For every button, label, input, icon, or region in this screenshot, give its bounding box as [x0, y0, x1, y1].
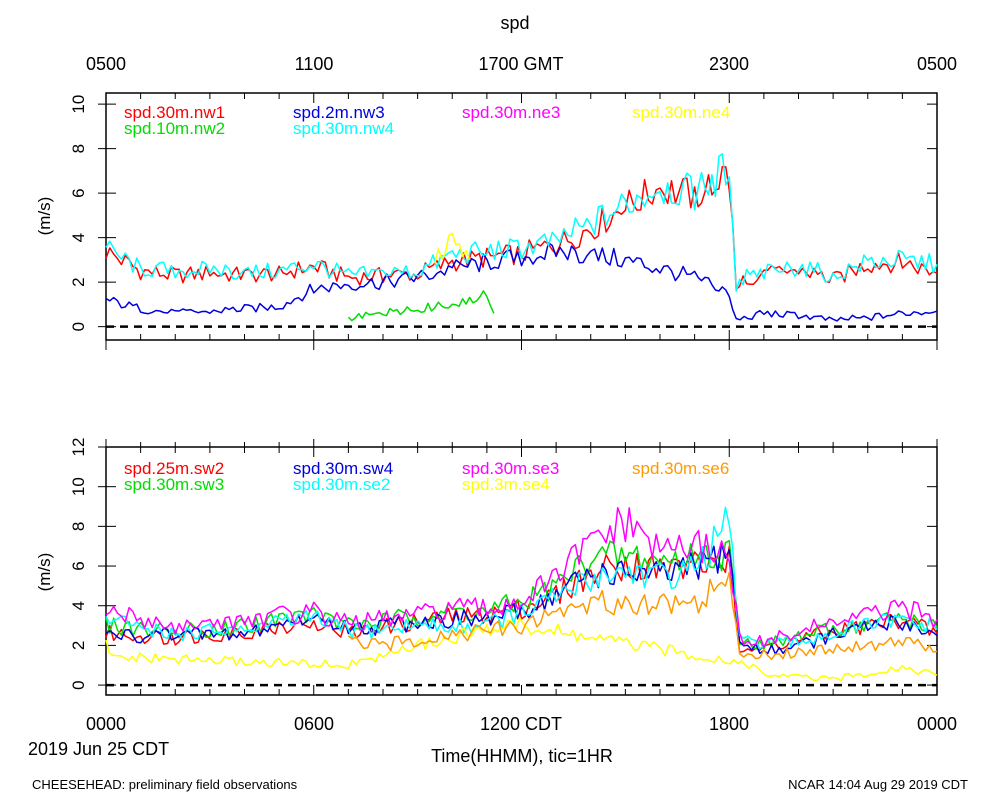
top-axis-labels: 0500 1100 1700 GMT 2300 0500 — [86, 54, 957, 74]
series-line-spd-30m-ne4 — [434, 232, 471, 264]
top-legend: spd.30m.nw1 spd.10m.nw2 spd.2m.nw3 spd.3… — [124, 103, 730, 138]
legend-entry: spd.30m.nw4 — [293, 119, 394, 138]
top-panel-series — [105, 153, 938, 322]
bottom-panel-series — [105, 506, 938, 682]
legend-entry: spd.30m.ne4 — [632, 103, 730, 122]
y-tick-label: 4 — [69, 601, 88, 610]
top-panel-frame — [105, 92, 938, 341]
legend-entry: spd.25m.sw2 — [124, 459, 224, 478]
series-line-spd-30m-se2 — [105, 506, 938, 650]
legend-entry: spd.30m.se6 — [632, 459, 729, 478]
bottom-panel: (m/s) 0 2 4 6 8 10 12 spd.25m.sw2 spd.30m.sw3 … — [35, 438, 938, 696]
bottom-tick-label: 0000 — [86, 714, 126, 734]
y-tick-label: 8 — [69, 522, 88, 531]
y-tick-label: 2 — [69, 277, 88, 286]
footer-left-note: CHEESEHEAD: preliminary field observatio… — [32, 777, 298, 792]
top-tick-label: 1700 GMT — [478, 54, 563, 74]
legend-entry: spd.30m.sw4 — [293, 459, 393, 478]
y-tick-label: 0 — [69, 322, 88, 331]
series-line-spd-30m-se6 — [347, 571, 938, 661]
bottom-panel-ylabel: (m/s) — [35, 553, 54, 592]
legend-entry: spd.30m.nw1 — [124, 103, 225, 122]
top-panel: (m/s) 0 2 4 6 8 10 spd.30m.nw1 spd.10m.nw2 sp… — [35, 92, 938, 350]
y-tick-label: 0 — [69, 680, 88, 689]
y-tick-label: 12 — [69, 438, 88, 457]
series-line-spd-30m-se3 — [105, 507, 938, 648]
series-line-spd-2m-nw3 — [105, 242, 938, 322]
y-tick-label: 4 — [69, 233, 88, 242]
bottom-tick-label: 1200 CDT — [480, 714, 562, 734]
y-tick-label: 2 — [69, 641, 88, 650]
series-line-spd-30m-sw4 — [105, 542, 938, 655]
top-tick-label: 0500 — [917, 54, 957, 74]
bottom-panel-axes: 0 2 4 6 8 10 12 — [69, 438, 938, 695]
legend-entry: spd.2m.nw3 — [293, 103, 385, 122]
legend-entry: spd.30m.sw3 — [124, 475, 224, 494]
series-line-spd-10m-nw2 — [347, 290, 495, 322]
series-line-spd-25m-sw2 — [105, 545, 938, 653]
top-panel-axes: 0 2 4 6 8 10 — [69, 93, 938, 350]
y-tick-label: 8 — [69, 144, 88, 153]
bottom-tick-label: 1800 — [709, 714, 749, 734]
footer-right-note: NCAR 14:04 Aug 29 2019 CDT — [788, 777, 968, 792]
y-tick-label: 10 — [69, 477, 88, 496]
series-line-spd-3m-se4 — [105, 616, 938, 682]
bottom-tick-label: 0000 — [917, 714, 957, 734]
y-tick-label: 10 — [69, 95, 88, 114]
date-label: 2019 Jun 25 CDT — [28, 739, 169, 759]
series-line-spd-30m-sw3 — [105, 539, 938, 651]
top-tick-label: 1100 — [295, 54, 334, 74]
x-axis-label: Time(HHMM), tic=1HR — [431, 746, 613, 766]
legend-entry: spd.30m.se3 — [462, 459, 559, 478]
series-line-spd-30m-nw4 — [105, 153, 938, 292]
bottom-tick-label: 0600 — [294, 714, 334, 734]
bottom-axis-labels: 0000 0600 1200 CDT 1800 0000 — [86, 714, 957, 734]
legend-entry: spd.30m.ne3 — [462, 103, 560, 122]
y-tick-label: 6 — [69, 561, 88, 570]
top-tick-label: 2300 — [709, 54, 749, 74]
top-tick-label: 0500 — [86, 54, 126, 74]
legend-entry: spd.30m.se2 — [293, 475, 390, 494]
top-panel-ylabel: (m/s) — [35, 197, 54, 236]
y-tick-label: 6 — [69, 188, 88, 197]
figure-title: spd — [500, 13, 529, 33]
bottom-legend: spd.25m.sw2 spd.30m.sw3 spd.30m.sw4 spd.… — [124, 459, 729, 494]
legend-entry: spd.10m.nw2 — [124, 119, 225, 138]
legend-entry: spd.3m.se4 — [462, 475, 550, 494]
